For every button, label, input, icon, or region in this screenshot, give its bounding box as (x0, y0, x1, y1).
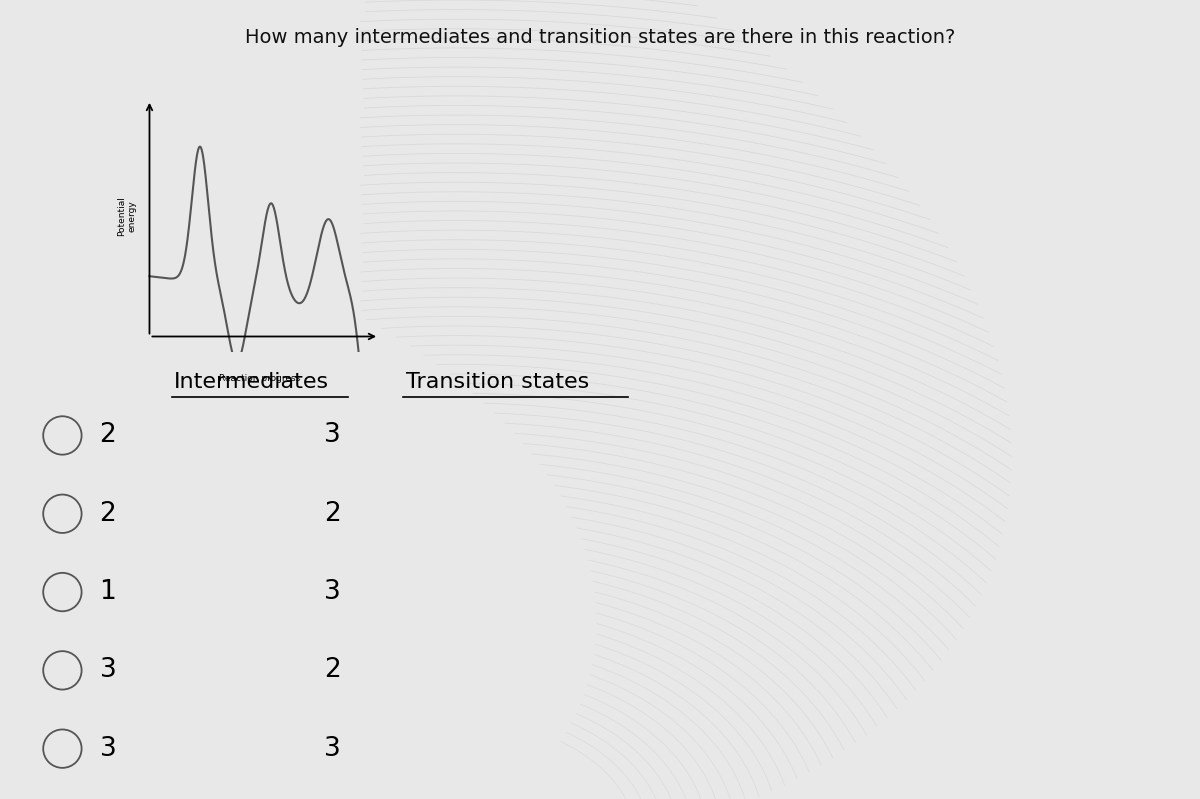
Text: 3: 3 (324, 579, 341, 605)
Text: 3: 3 (324, 736, 341, 761)
Text: Transition states: Transition states (406, 372, 589, 392)
Text: 2: 2 (324, 501, 341, 527)
Text: 1: 1 (100, 579, 116, 605)
Text: 3: 3 (100, 736, 116, 761)
Text: energy: energy (127, 200, 137, 232)
Text: 3: 3 (100, 658, 116, 683)
Text: Potential: Potential (118, 196, 126, 236)
Point (396, 392, 410, 402)
Text: Reaction progress: Reaction progress (220, 374, 300, 384)
Text: How many intermediates and transition states are there in this reaction?: How many intermediates and transition st… (245, 28, 955, 47)
Point (341, 392, 355, 402)
Text: 3: 3 (324, 423, 341, 448)
Text: 2: 2 (324, 658, 341, 683)
Point (620, 392, 635, 402)
Text: 2: 2 (100, 501, 116, 527)
Text: Intermediates: Intermediates (174, 372, 329, 392)
Point (164, 392, 179, 402)
Text: 2: 2 (100, 423, 116, 448)
